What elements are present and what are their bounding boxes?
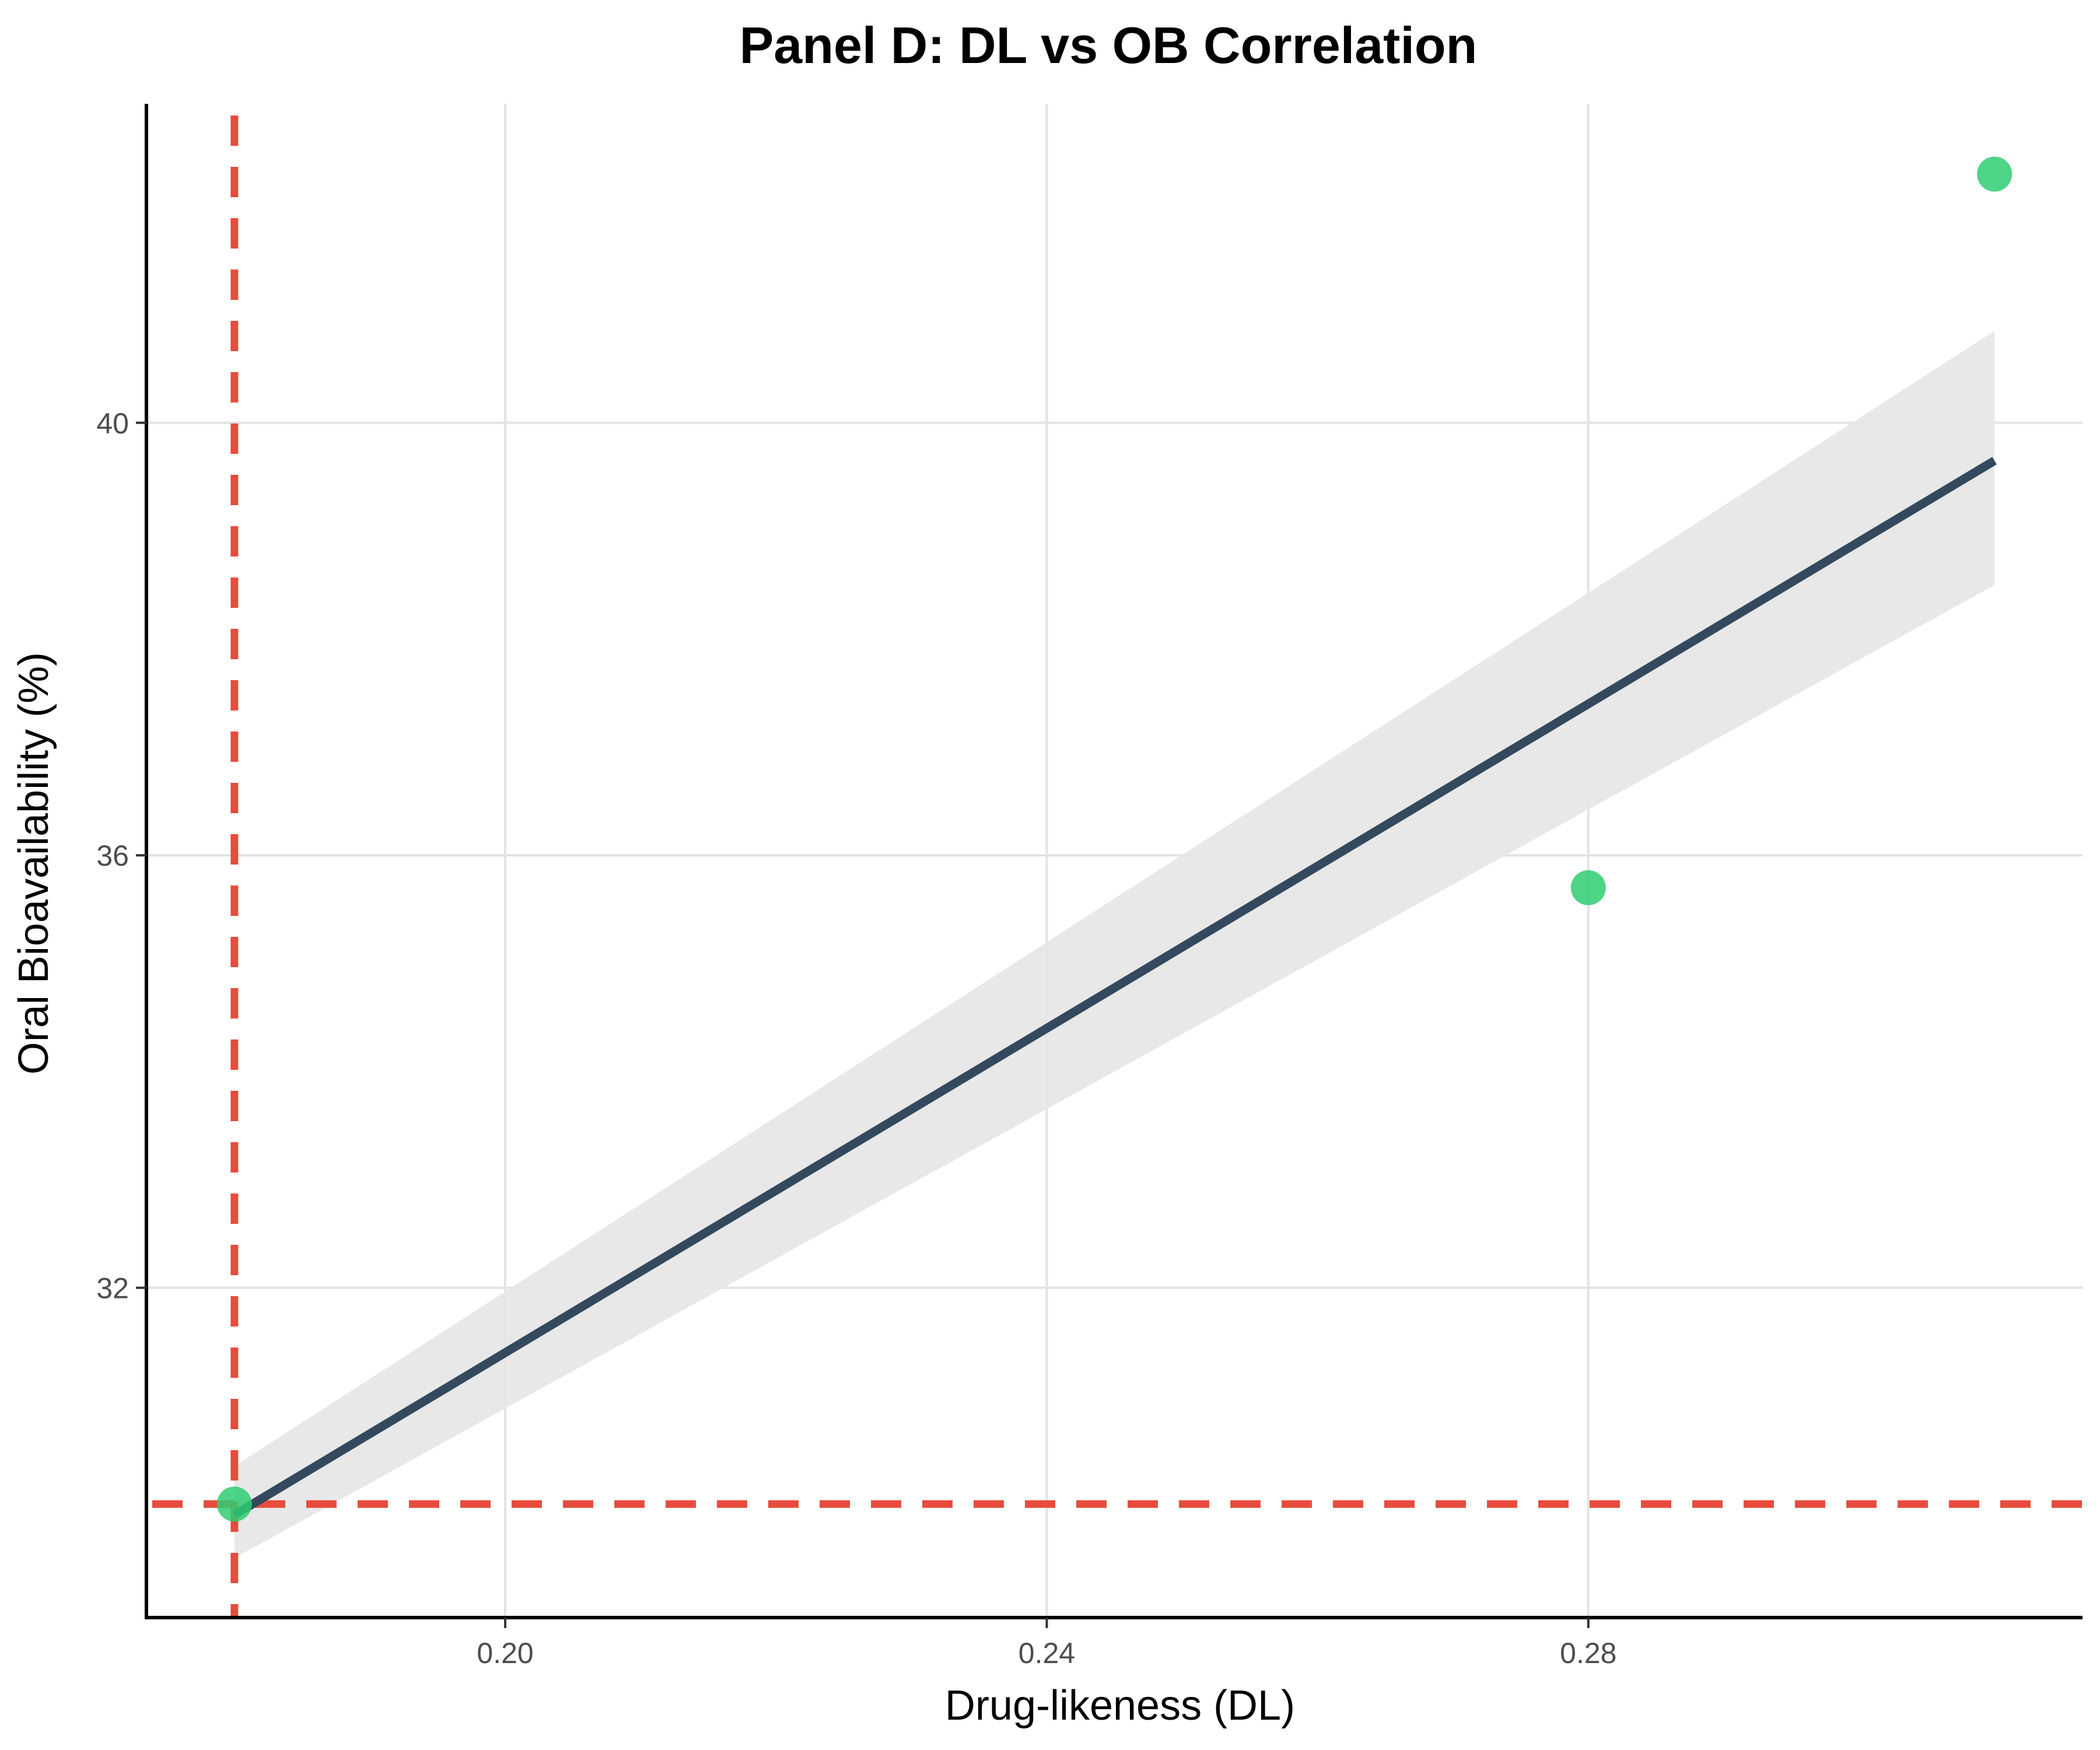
confidence-band: [234, 331, 1995, 1559]
axes: [136, 104, 2082, 1628]
y-tick-label: 36: [96, 839, 129, 872]
reference-lines: [152, 116, 2082, 1618]
data-point: [1570, 870, 1606, 905]
data-point: [216, 1486, 252, 1522]
data-points: [216, 156, 2013, 1522]
regression-line: [232, 457, 1997, 1519]
x-tick-label: 0.28: [1560, 1637, 1616, 1670]
x-axis-label: Drug-likeness (DL): [945, 1682, 1295, 1729]
confidence-band-layer: [234, 331, 1995, 1559]
chart-title: Panel D: DL vs OB Correlation: [740, 16, 1478, 74]
y-axis-label: Oral Bioavailability (%): [10, 652, 57, 1074]
grid: [146, 104, 2082, 1618]
x-tick-label: 0.20: [477, 1637, 533, 1670]
x-tick-label: 0.24: [1019, 1637, 1075, 1670]
data-point: [1977, 156, 2013, 192]
regression-layer: [232, 457, 1997, 1519]
y-tick-label: 32: [96, 1272, 129, 1305]
y-tick-label: 40: [96, 407, 129, 440]
tick-labels: 0.20 0.24 0.28 32 36 40: [96, 407, 1616, 1670]
